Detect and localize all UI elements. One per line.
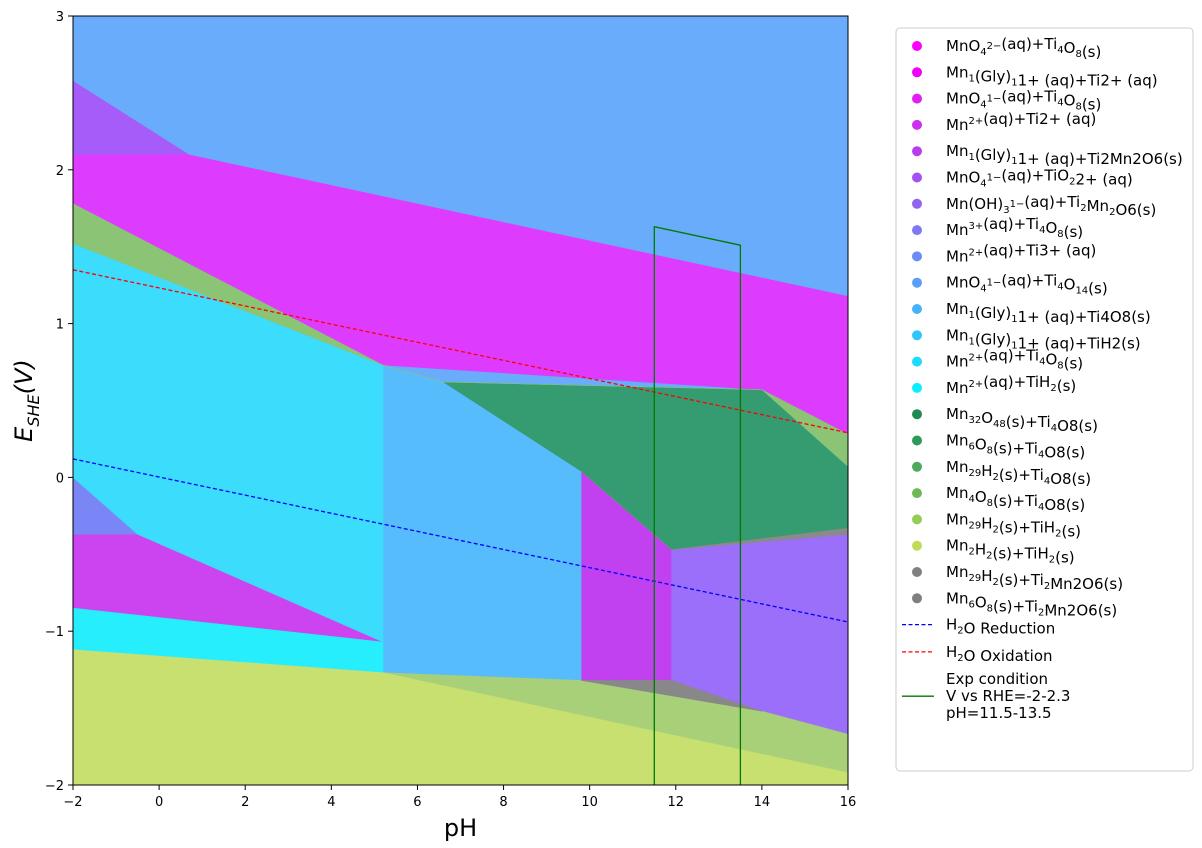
legend-marker [912,540,922,551]
x-tick-label: 10 [581,795,598,810]
legend-label: MnO41−(aq)+Ti4O14(s) [946,272,1108,298]
series-line-1 [73,458,848,623]
legend-label: Mn29H2(s)+TiH2(s) [946,510,1081,540]
legend-marker [912,251,922,262]
region-14 [73,203,848,467]
legend-marker [912,567,922,577]
y-tick-label: 3 [56,10,64,25]
x-axis-label: pH [444,814,477,842]
plot-frame [72,15,849,786]
legend-marker [912,330,922,341]
x-tick-label: 0 [155,795,163,810]
x-tick-label: 12 [668,795,685,810]
legend-marker [912,356,922,367]
legend-label: Mn1(Gly)11+ (aq)+Ti4O8(s) [946,300,1151,326]
legend-label: Mn2+(aq)+Ti3+ (aq) [946,241,1096,265]
legend-marker [912,488,922,499]
legend-label: H2O Oxidation [946,643,1053,665]
region-18 [581,680,762,712]
y-tick-label: 1 [56,318,64,333]
legend-label: V vs RHE=-2-2.3 [946,687,1070,705]
x-tick-label: 2 [241,795,249,810]
legend: MnO42−(aq)+Ti4O8(s)Mn1(Gly)11+ (aq)+Ti2+… [895,27,1194,772]
x-tick-label: 6 [413,795,421,810]
legend-marker [912,146,922,157]
legend-marker [912,409,922,420]
region-9 [73,16,848,297]
legend-marker [912,41,922,51]
y-axis-ticks: −2 −1 0 1 2 3 [45,10,73,794]
legend-marker [912,304,922,314]
y-tick-label: 0 [56,471,64,486]
legend-label: MnO41−(aq)+Ti4O8(s) [946,88,1101,114]
legend-label: Mn2H2(s)+TiH2(s) [946,537,1075,567]
legend-label: Mn29H2(s)+Ti4O8(s) [946,458,1091,488]
region-17 [580,471,848,550]
legend-label: Mn29H2(s)+Ti2Mn2O6(s) [946,563,1123,593]
legend-marker [912,382,922,393]
y-tick-label: 2 [56,164,64,179]
legend-label: Mn2+(aq)+TiH2(s) [946,373,1076,397]
x-tick-label: 8 [499,795,507,810]
x-axis-ticks: −2 0 2 4 6 8 10 12 14 16 [63,785,856,810]
legend-marker [912,225,922,236]
legend-label: Mn1(Gly)11+ (aq)+TiH2(s) [946,326,1141,352]
legend-marker [912,172,922,183]
legend-marker [912,277,922,288]
y-axis-label: ESHE(V) [10,359,43,442]
x-tick-label: 4 [327,795,335,810]
legend-box [895,27,1194,772]
legend-label: Mn2+(aq)+Ti4O8(s) [946,347,1083,373]
x-tick-label: 14 [754,795,771,810]
y-tick-label: −2 [45,779,64,794]
legend-label: H2O Reduction [946,616,1055,638]
plot-regions [73,16,848,785]
legend-marker [912,93,922,104]
series-line-2 [73,269,848,434]
legend-marker [912,119,922,130]
legend-label: Mn32O48(s)+Ti4O8(s) [946,405,1098,435]
legend-marker [912,514,922,525]
legend-label: Mn3+(aq)+Ti4O8(s) [946,215,1083,241]
legend-label: Mn1(Gly)11+ (aq)+Ti2Mn2O6(s) [946,142,1183,168]
legend-marker [912,435,922,446]
x-tick-label: −2 [63,795,82,810]
legend-label: MnO42−(aq)+Ti4O8(s) [946,35,1101,61]
legend-marker [912,67,922,78]
legend-marker [912,461,922,472]
legend-label: Exp condition [946,670,1048,688]
plot-lines [73,225,848,785]
x-tick-label: 16 [840,795,857,810]
legend-label: Mn6O8(s)+Ti2Mn2O6(s) [946,589,1117,619]
legend-label: Mn4O8(s)+Ti4O8(s) [946,484,1085,514]
legend-marker [912,198,922,209]
y-tick-label: −1 [45,625,64,640]
legend-marker [912,593,922,604]
legend-label: Mn(OH)31−(aq)+Ti2Mn2O6(s) [946,193,1156,219]
legend-label: pH=11.5-13.5 [946,704,1052,722]
legend-label: Mn6O8(s)+Ti4O8(s) [946,432,1085,462]
legend-label: Mn1(Gly)11+ (aq)+Ti2+ (aq) [946,63,1158,89]
legend-label: MnO41−(aq)+TiO22+ (aq) [946,167,1133,190]
legend-label: Mn2+(aq)+Ti2+ (aq) [946,110,1096,134]
series-line-3 [653,225,742,785]
